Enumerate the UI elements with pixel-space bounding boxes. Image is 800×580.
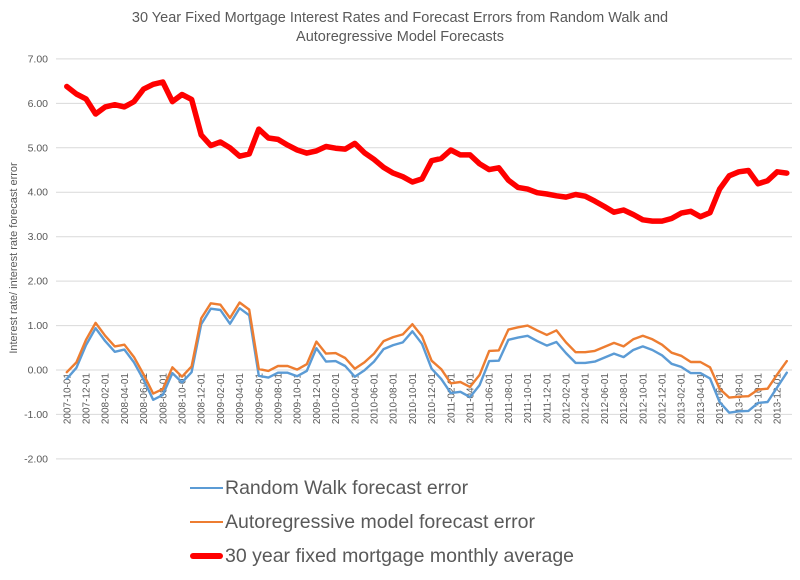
x-tick-label: 2011-04-01 [466, 373, 477, 424]
x-tick-label: 2009-02-01 [216, 373, 227, 425]
x-tick-label: 2011-12-01 [542, 373, 553, 424]
y-tick-label: 5.00 [28, 142, 49, 154]
legend-item-mortgage-average: 30 year fixed mortgage monthly average [190, 544, 574, 568]
legend-line-mortgage-average-icon [190, 553, 223, 559]
y-tick-label: 4.00 [28, 187, 49, 199]
y-tick-label: 1.00 [28, 320, 49, 332]
legend-line-autoregressive-icon [190, 520, 223, 524]
x-tick-label: 2011-08-01 [504, 373, 515, 424]
x-tick-label: 2012-06-01 [600, 373, 611, 425]
x-tick-label: 2008-12-01 [197, 373, 208, 425]
x-tick-label: 2013-10-01 [754, 373, 765, 425]
y-tick-label: 2.00 [28, 276, 49, 288]
x-tick-label: 2007-10-01 [62, 373, 73, 425]
x-tick-label: 2009-06-01 [254, 373, 265, 425]
y-tick-label: 6.00 [28, 98, 49, 110]
x-tick-label: 2009-12-01 [312, 373, 323, 425]
y-tick-label: 0.00 [28, 365, 49, 377]
x-tick-label: 2008-04-01 [120, 373, 131, 425]
x-tick-label: 2009-08-01 [274, 373, 285, 425]
legend-item-random-walk: Random Walk forecast error [190, 476, 574, 500]
x-tick-label: 2007-12-01 [82, 373, 93, 425]
x-tick-label: 2010-04-01 [350, 373, 361, 425]
legend-line-random-walk-icon [190, 486, 223, 490]
x-tick-label: 2011-02-01 [446, 373, 457, 424]
series-line-random-walk [65, 307, 788, 414]
y-tick-label: -2.00 [24, 453, 48, 465]
x-tick-label: 2010-10-01 [408, 373, 419, 425]
x-tick-label: 2010-02-01 [331, 373, 342, 425]
x-tick-label: 2011-06-01 [485, 373, 496, 424]
x-tick-label: 2008-06-01 [139, 373, 150, 425]
x-tick-label: 2010-08-01 [389, 373, 400, 425]
x-tick-label: 2008-02-01 [101, 373, 112, 425]
x-tick-label: 2010-06-01 [370, 373, 381, 425]
x-tick-label: 2012-10-01 [638, 373, 649, 425]
x-tick-label: 2012-12-01 [658, 373, 669, 425]
legend: Random Walk forecast error Autoregressiv… [190, 476, 574, 578]
y-tick-label: 3.00 [28, 231, 49, 243]
legend-item-autoregressive: Autoregressive model forecast error [190, 510, 574, 534]
x-tick-label: 2012-04-01 [581, 373, 592, 425]
x-tick-label: 2009-10-01 [293, 373, 304, 425]
y-tick-label: -1.00 [24, 409, 48, 421]
legend-label-mortgage-average: 30 year fixed mortgage monthly average [225, 544, 575, 567]
x-tick-label: 2012-02-01 [562, 373, 573, 425]
x-tick-label: 2013-02-01 [677, 373, 688, 425]
chart-title-line-2: Autoregressive Model Forecasts [296, 29, 504, 45]
chart-title: 30 Year Fixed Mortgage Interest Rates an… [0, 9, 800, 47]
series-line-mortgage-average [64, 79, 790, 224]
x-tick-label: 2010-12-01 [427, 373, 438, 425]
x-tick-label: 2009-04-01 [235, 373, 246, 425]
x-tick-label: 2013-04-01 [696, 373, 707, 425]
x-tick-label: 2008-08-01 [158, 373, 169, 425]
plot-area: 2007-10-01 2007-12-01 2008-02-01 2008-04-01… [24, 53, 792, 465]
legend-label-autoregressive: Autoregressive model forecast error [225, 510, 535, 533]
x-tick-label: 2013-08-01 [734, 373, 745, 425]
x-tick-label: 2012-08-01 [619, 373, 630, 425]
y-tick-label: 7.00 [28, 53, 49, 65]
chart-title-line-1: 30 Year Fixed Mortgage Interest Rates an… [131, 10, 669, 26]
x-tick-label: 2013-06-01 [715, 373, 726, 425]
legend-label-random-walk: Random Walk forecast error [225, 476, 469, 499]
series-line-autoregressive [65, 301, 788, 399]
x-tick-label: 2008-10-01 [178, 373, 189, 425]
x-tick-label: 2013-12-01 [773, 373, 784, 425]
x-tick-label: 2011-10-01 [523, 373, 534, 424]
